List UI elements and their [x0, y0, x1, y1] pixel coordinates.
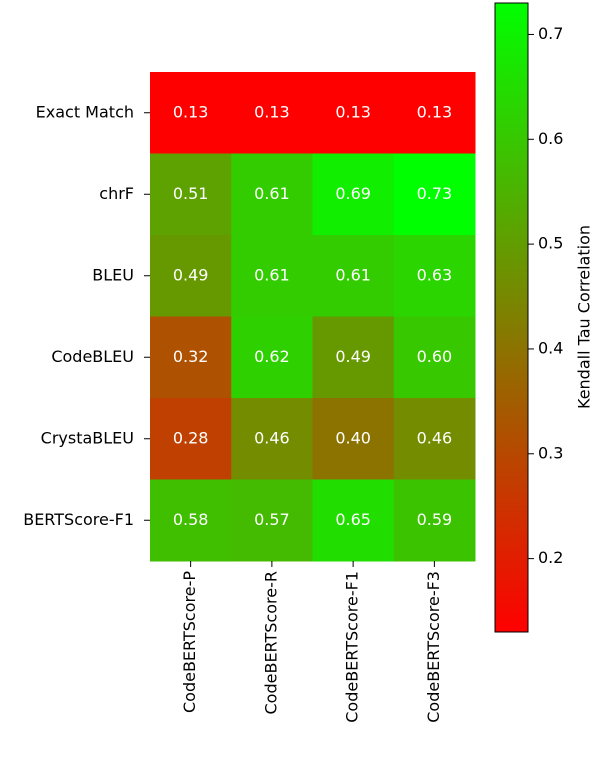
cell-label: 0.65 — [335, 510, 371, 529]
cell-label: 0.57 — [254, 510, 290, 529]
heatmap-cell — [231, 72, 313, 154]
cell-label: 0.59 — [417, 510, 453, 529]
cell-label: 0.46 — [417, 428, 453, 447]
colorbar-tick-label: 0.2 — [538, 548, 563, 567]
heatmap-cell — [393, 479, 476, 562]
cell-label: 0.13 — [417, 102, 453, 121]
heatmap-cell — [312, 479, 395, 562]
y-tick-label: CrystaBLEU — [41, 428, 134, 447]
heatmap-cell — [312, 72, 395, 154]
cell-label: 0.62 — [254, 347, 290, 366]
cell-label: 0.58 — [173, 510, 209, 529]
x-tick-label: CodeBERTScore-F3 — [424, 571, 443, 723]
heatmap-cell — [393, 153, 476, 236]
heatmap-cell — [393, 316, 476, 399]
cell-label: 0.61 — [254, 265, 290, 284]
heatmap-cell — [150, 153, 232, 236]
cell-label: 0.61 — [335, 265, 371, 284]
heatmap-cell — [312, 398, 395, 480]
cell-label: 0.51 — [173, 184, 209, 203]
heatmap-cell — [231, 316, 313, 399]
cell-label: 0.69 — [335, 184, 371, 203]
x-tick-label: CodeBERTScore-F1 — [343, 571, 362, 723]
x-tick-label: CodeBERTScore-P — [180, 571, 199, 713]
cell-label: 0.13 — [335, 102, 371, 121]
y-tick-label: CodeBLEU — [51, 347, 134, 366]
heatmap-cell — [150, 235, 232, 317]
colorbar-tick-label: 0.7 — [538, 24, 563, 43]
heatmap-cell — [312, 235, 395, 317]
cell-label: 0.13 — [173, 102, 209, 121]
cell-label: 0.60 — [417, 347, 453, 366]
heatmap-cell — [231, 398, 313, 480]
heatmap-cell — [231, 479, 313, 562]
cell-label: 0.46 — [254, 428, 290, 447]
cell-label: 0.49 — [335, 347, 371, 366]
heatmap-cell — [312, 153, 395, 236]
cell-label: 0.61 — [254, 184, 290, 203]
heatmap-cell — [393, 235, 476, 317]
heatmap-cell — [150, 479, 232, 562]
heatmap-cell — [150, 398, 232, 480]
y-tick-label: chrF — [99, 184, 134, 203]
cell-label: 0.28 — [173, 428, 209, 447]
colorbar-tick-label: 0.3 — [538, 443, 563, 462]
cell-label: 0.49 — [173, 265, 209, 284]
heatmap-cell — [150, 72, 232, 154]
heatmap-cell — [231, 153, 313, 236]
heatmap-cell — [231, 235, 313, 317]
heatmap-cell — [393, 398, 476, 480]
cell-label: 0.13 — [254, 102, 290, 121]
colorbar-tick-label: 0.5 — [538, 234, 563, 253]
x-tick-label: CodeBERTScore-R — [261, 571, 280, 714]
cell-label: 0.63 — [417, 265, 453, 284]
y-tick-label: BERTScore-F1 — [23, 510, 134, 529]
colorbar-tick-label: 0.4 — [538, 338, 563, 357]
colorbar-label: Kendall Tau Correlation — [575, 225, 592, 409]
cell-label: 0.32 — [173, 347, 209, 366]
heatmap-cell — [312, 316, 395, 399]
colorbar — [494, 2, 529, 633]
y-tick-label: BLEU — [92, 265, 134, 284]
y-tick-label: Exact Match — [36, 102, 134, 121]
heatmap-cell — [150, 316, 232, 399]
colorbar-tick-label: 0.6 — [538, 129, 563, 148]
heatmap-cell — [393, 72, 476, 154]
cell-label: 0.40 — [335, 428, 371, 447]
cell-label: 0.73 — [417, 184, 453, 203]
